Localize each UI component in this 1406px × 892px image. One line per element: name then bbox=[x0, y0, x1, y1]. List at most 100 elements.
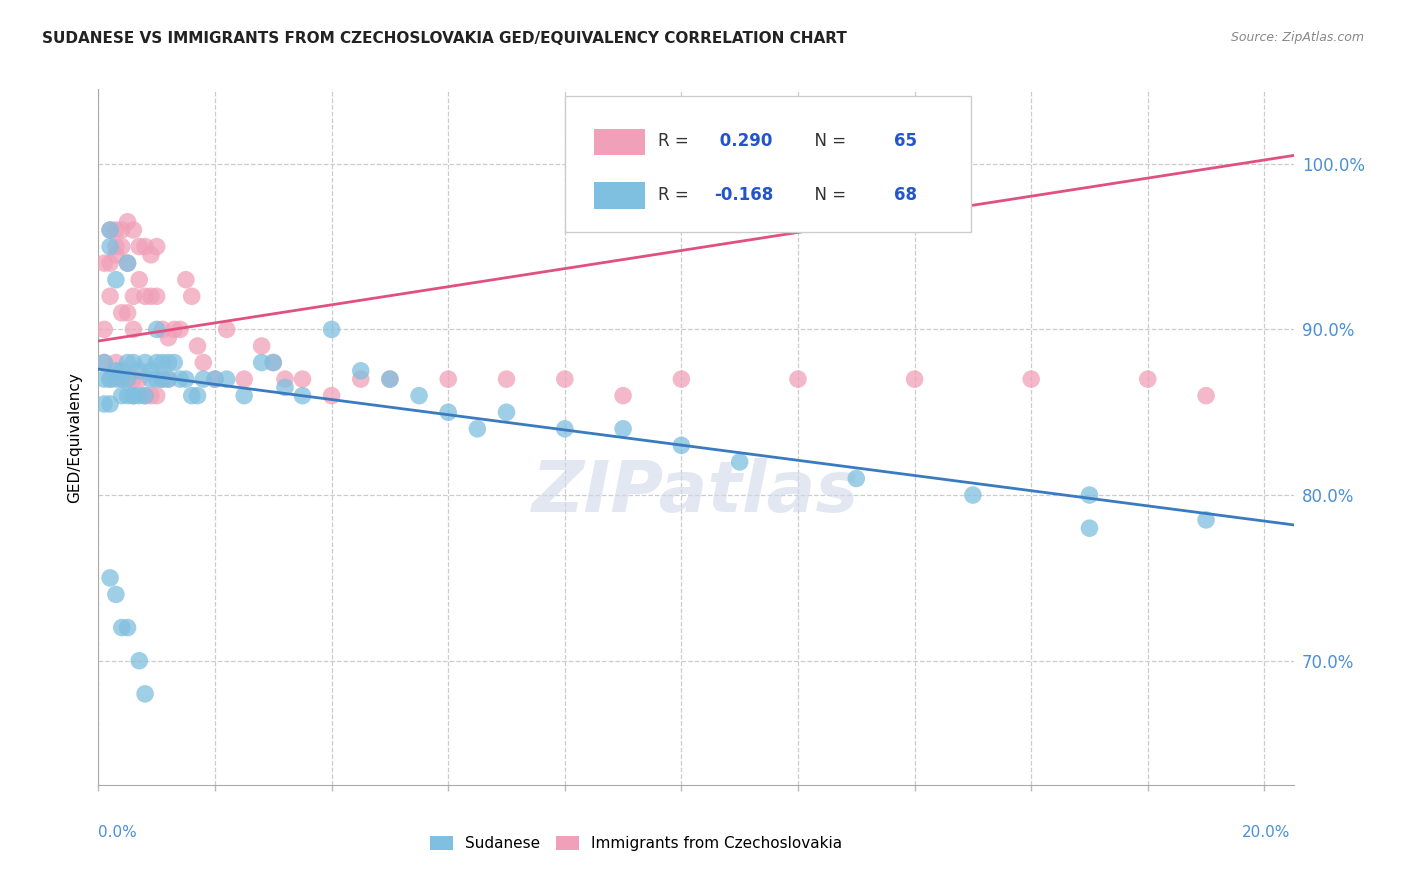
Point bbox=[134, 687, 156, 701]
Point bbox=[145, 322, 167, 336]
Point bbox=[378, 372, 401, 386]
Point bbox=[104, 273, 127, 287]
Point bbox=[93, 322, 115, 336]
Point bbox=[139, 389, 162, 403]
Text: ZIPatlas: ZIPatlas bbox=[533, 458, 859, 527]
Text: 0.0%: 0.0% bbox=[98, 825, 138, 840]
Point bbox=[134, 289, 156, 303]
Point bbox=[291, 372, 314, 386]
Point bbox=[98, 397, 121, 411]
Point bbox=[145, 239, 167, 253]
Point bbox=[111, 306, 134, 320]
Y-axis label: GED/Equivalency: GED/Equivalency bbox=[67, 372, 83, 502]
Point bbox=[554, 422, 576, 436]
Point bbox=[262, 355, 284, 369]
Point bbox=[321, 322, 343, 336]
Point bbox=[671, 372, 693, 386]
Point bbox=[139, 248, 162, 262]
Point bbox=[104, 239, 127, 253]
Point bbox=[134, 355, 156, 369]
Point bbox=[111, 621, 134, 635]
Point bbox=[128, 239, 150, 253]
Point bbox=[186, 339, 208, 353]
Point bbox=[1078, 488, 1101, 502]
Point bbox=[122, 289, 145, 303]
Point bbox=[139, 289, 162, 303]
Text: 20.0%: 20.0% bbox=[1243, 825, 1291, 840]
Point bbox=[671, 438, 693, 452]
Point bbox=[117, 355, 139, 369]
Point bbox=[104, 223, 127, 237]
Text: 68: 68 bbox=[894, 186, 917, 204]
Point bbox=[104, 248, 127, 262]
Point bbox=[104, 364, 127, 378]
Point bbox=[117, 389, 139, 403]
Point bbox=[122, 389, 145, 403]
Point bbox=[1195, 389, 1218, 403]
Point bbox=[903, 372, 925, 386]
Point bbox=[152, 372, 174, 386]
Point bbox=[193, 355, 215, 369]
Point bbox=[93, 397, 115, 411]
FancyBboxPatch shape bbox=[595, 183, 644, 209]
Point bbox=[180, 389, 202, 403]
Text: N =: N = bbox=[804, 186, 851, 204]
Point bbox=[233, 389, 256, 403]
Point bbox=[163, 322, 186, 336]
Point bbox=[111, 239, 134, 253]
Point bbox=[111, 389, 134, 403]
Point bbox=[98, 239, 121, 253]
Point bbox=[111, 372, 134, 386]
Point bbox=[117, 621, 139, 635]
Point bbox=[787, 372, 810, 386]
Point bbox=[128, 389, 150, 403]
Point bbox=[104, 587, 127, 601]
Point bbox=[122, 389, 145, 403]
Point bbox=[111, 372, 134, 386]
Point bbox=[291, 389, 314, 403]
Point bbox=[215, 372, 238, 386]
Point bbox=[408, 389, 430, 403]
Point bbox=[180, 289, 202, 303]
Point bbox=[122, 223, 145, 237]
Point bbox=[98, 256, 121, 270]
Point bbox=[145, 389, 167, 403]
Point bbox=[145, 355, 167, 369]
FancyBboxPatch shape bbox=[565, 96, 970, 232]
Text: Source: ZipAtlas.com: Source: ZipAtlas.com bbox=[1230, 31, 1364, 45]
Point bbox=[104, 372, 127, 386]
Point bbox=[495, 405, 517, 419]
Point bbox=[98, 223, 121, 237]
Point bbox=[117, 372, 139, 386]
Point bbox=[98, 223, 121, 237]
Point bbox=[174, 372, 197, 386]
Point bbox=[554, 372, 576, 386]
Point bbox=[111, 364, 134, 378]
Text: N =: N = bbox=[804, 132, 851, 151]
Point bbox=[152, 322, 174, 336]
Point bbox=[122, 355, 145, 369]
Point bbox=[145, 289, 167, 303]
Point bbox=[350, 372, 373, 386]
Point bbox=[122, 322, 145, 336]
Point bbox=[262, 355, 284, 369]
Text: R =: R = bbox=[658, 132, 693, 151]
Point bbox=[134, 239, 156, 253]
Point bbox=[139, 372, 162, 386]
Point bbox=[612, 389, 634, 403]
FancyBboxPatch shape bbox=[595, 128, 644, 155]
Point bbox=[274, 372, 297, 386]
Point bbox=[250, 339, 273, 353]
Point bbox=[321, 389, 343, 403]
Point bbox=[117, 306, 139, 320]
Point bbox=[157, 372, 180, 386]
Point bbox=[204, 372, 226, 386]
Point bbox=[169, 372, 191, 386]
Point bbox=[117, 215, 139, 229]
Text: SUDANESE VS IMMIGRANTS FROM CZECHOSLOVAKIA GED/EQUIVALENCY CORRELATION CHART: SUDANESE VS IMMIGRANTS FROM CZECHOSLOVAK… bbox=[42, 31, 846, 46]
Point bbox=[128, 654, 150, 668]
Point bbox=[250, 355, 273, 369]
Point bbox=[1019, 372, 1042, 386]
Point bbox=[134, 389, 156, 403]
Point bbox=[962, 488, 984, 502]
